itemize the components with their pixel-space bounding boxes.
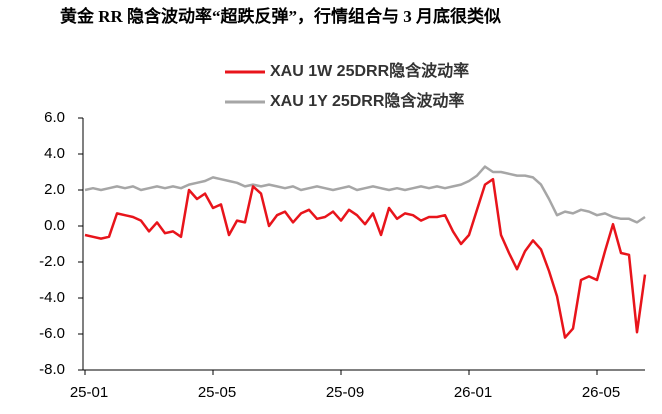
x-tick-label: 26-05 [582,384,620,401]
legend-label: XAU 1Y 25DRR隐含波动率 [270,91,464,110]
x-tick-label: 25-05 [198,384,236,401]
x-tick-label: 25-01 [70,384,108,401]
y-tick-label: -2.0 [39,253,65,270]
y-tick-label: -8.0 [39,361,65,378]
chart-title: 黄金 RR 隐含波动率“超跌反弹”，行情组合与 3 月底很类似 [60,6,501,26]
y-tick-label: 6.0 [44,109,65,126]
series-line [84,177,647,339]
y-tick-label: 4.0 [44,145,65,162]
x-tick-label: 26-01 [454,384,492,401]
y-tick-label: 0.0 [44,217,65,234]
y-tick-label: -6.0 [39,325,65,342]
y-tick-label: -4.0 [39,289,65,306]
x-tick-label: 25-09 [326,384,364,401]
y-tick-label: 2.0 [44,181,65,198]
legend-label: XAU 1W 25DRR隐含波动率 [270,61,469,80]
series-line [84,165,646,224]
